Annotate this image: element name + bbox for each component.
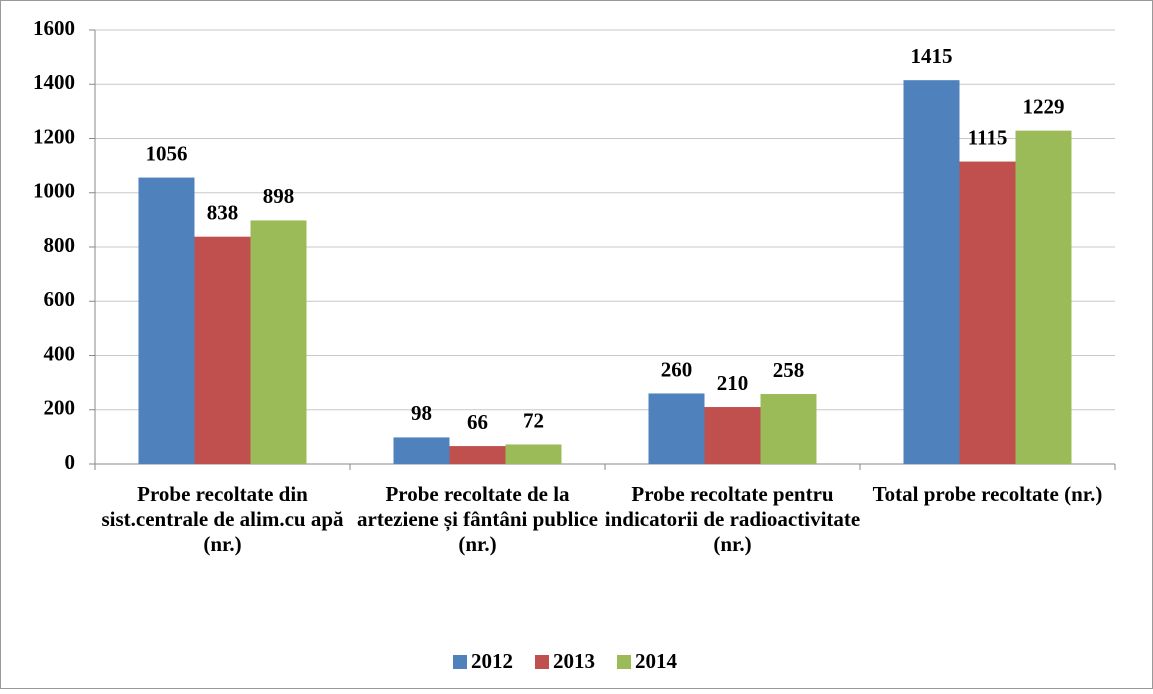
- legend-label: 2012: [471, 649, 513, 673]
- data-label: 1115: [968, 125, 1008, 149]
- x-tick-label: Probe recoltate din sist.centrale de ali…: [101, 482, 344, 556]
- data-label: 260: [661, 357, 693, 381]
- bar: [393, 437, 450, 464]
- y-tick-label: 1000: [33, 179, 75, 203]
- legend-swatch: [617, 655, 631, 669]
- x-tick-label: Probe recoltate pentru indicatorii de ra…: [604, 482, 861, 556]
- y-tick-label: 800: [44, 233, 76, 257]
- bar: [449, 446, 506, 464]
- data-label: 258: [773, 358, 805, 382]
- data-label: 1056: [146, 141, 188, 165]
- data-label: 898: [263, 184, 295, 208]
- y-tick-label: 0: [65, 450, 76, 474]
- bar: [194, 236, 251, 464]
- y-tick-label: 1400: [33, 70, 75, 94]
- y-tick-label: 200: [44, 396, 76, 420]
- bar: [704, 407, 761, 464]
- data-label: 838: [207, 201, 239, 225]
- bar: [138, 177, 195, 464]
- data-label: 98: [411, 401, 432, 425]
- legend-swatch: [535, 655, 549, 669]
- x-tick-label-box: Probe recoltate de la arteziene și fântâ…: [357, 482, 598, 556]
- x-tick-label: Total probe recoltate (nr.): [872, 482, 1103, 506]
- data-label: 72: [523, 408, 544, 432]
- data-label: 210: [717, 371, 749, 395]
- y-tick-label: 1600: [33, 16, 75, 40]
- bar: [250, 220, 307, 464]
- y-tick-label: 600: [44, 287, 76, 311]
- data-label: 1229: [1023, 94, 1065, 118]
- x-tick-label-box: Probe recoltate din sist.centrale de ali…: [101, 482, 344, 556]
- x-tick-label-box: Probe recoltate pentru indicatorii de ra…: [604, 482, 861, 556]
- bar: [505, 444, 562, 464]
- bar: [760, 394, 817, 464]
- bar: [959, 161, 1016, 464]
- data-label: 66: [467, 410, 488, 434]
- bar: [903, 80, 960, 465]
- bar: [648, 393, 705, 464]
- legend-swatch: [453, 655, 467, 669]
- x-tick-label: Probe recoltate de la arteziene și fântâ…: [357, 482, 598, 556]
- y-tick-label: 400: [44, 341, 76, 365]
- legend-label: 2014: [635, 649, 678, 673]
- data-label: 1415: [911, 44, 953, 68]
- x-tick-label-box: Total probe recoltate (nr.): [872, 482, 1103, 506]
- legend-label: 2013: [553, 649, 595, 673]
- y-tick-label: 1200: [33, 124, 75, 148]
- bar: [1015, 130, 1072, 465]
